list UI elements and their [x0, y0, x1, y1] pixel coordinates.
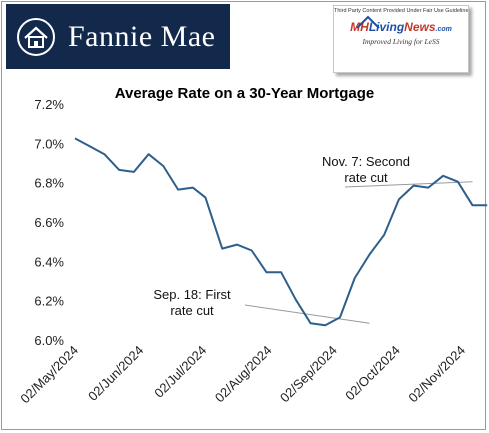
x-tick-label: 02/Jul/2024	[151, 343, 209, 401]
fannie-mae-banner: Fannie Mae	[6, 4, 230, 69]
logo-mh: MH	[350, 20, 369, 34]
y-tick-label: 6.0%	[34, 333, 64, 348]
logo-tagline: Improved Living for LeSS	[362, 37, 440, 46]
annotation-label: Nov. 7: Second	[322, 154, 410, 169]
y-tick-label: 7.2%	[34, 97, 64, 112]
annotation-leader	[244, 304, 370, 324]
y-tick-label: 6.2%	[34, 294, 64, 309]
chart-title: Average Rate on a 30-Year Mortgage	[114, 85, 375, 102]
annotation-label: rate cut	[170, 303, 214, 318]
x-tick-label: 02/Oct/2024	[342, 343, 403, 404]
x-tick-label: 02/Jun/2024	[85, 343, 146, 404]
roof-icon	[356, 15, 380, 29]
series-line	[74, 137, 488, 327]
y-tick-label: 6.6%	[34, 215, 64, 230]
x-tick-label: 02/Sep/2024	[277, 343, 340, 406]
x-tick-label: 02/Aug/2024	[212, 343, 275, 406]
annotation-label: rate cut	[344, 170, 388, 185]
series-group	[74, 137, 488, 327]
logo-com: .com	[435, 26, 452, 33]
mhlivingnews-logo: MHLivingNews.com	[334, 20, 468, 34]
x-tick-label: 02/Nov/2024	[405, 343, 468, 406]
logo-living: Living	[368, 20, 405, 34]
y-axis: 6.0% 6.2% 6.4% 6.6% 6.8% 7.0% 7.2%	[34, 97, 64, 348]
annotation-leader	[344, 181, 473, 188]
logo-news: News	[404, 20, 436, 34]
y-tick-label: 7.0%	[34, 136, 64, 151]
annotation-label: Sep. 18: First	[153, 287, 231, 302]
y-tick-label: 6.8%	[34, 176, 64, 191]
y-tick-label: 6.4%	[34, 254, 64, 269]
house-icon	[17, 17, 55, 56]
mhlivingnews-badge: Third Party Content Provided Under Fair …	[333, 5, 469, 73]
x-axis: 02/May/2024 02/Jun/2024 02/Jul/2024 02/Aug/…	[17, 343, 468, 407]
fair-use-note: Third Party Content Provided Under Fair …	[334, 8, 468, 14]
x-tick-label: 02/May/2024	[17, 343, 81, 407]
brand-name: Fannie Mae	[68, 19, 216, 53]
